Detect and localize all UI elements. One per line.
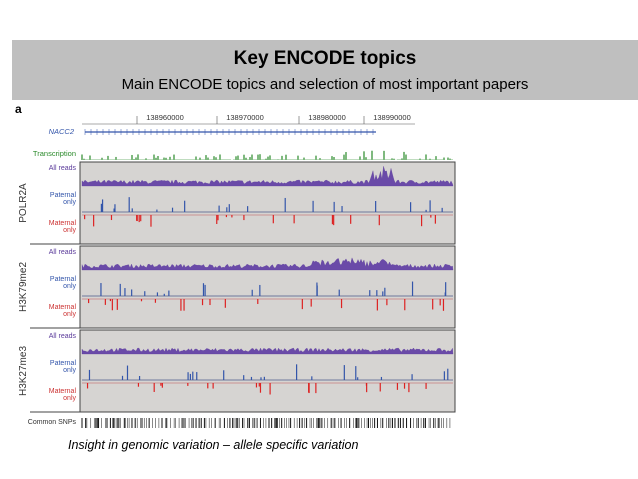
track-panel — [79, 329, 456, 413]
coordinate-label: 138980000 — [308, 113, 346, 122]
reads-wiggle — [81, 347, 454, 355]
gene-label: NACC2 — [48, 127, 74, 136]
snp-label: Common SNPs — [27, 419, 76, 426]
reads-wiggle — [81, 257, 454, 271]
subtitle: Main ENCODE topics and selection of most… — [121, 76, 529, 93]
row-label: All reads — [48, 249, 76, 256]
coordinate-label: 138960000 — [146, 113, 184, 122]
row-label: All reads — [48, 333, 76, 340]
reads-wiggle — [81, 166, 454, 187]
track-name: POLR2A — [18, 183, 29, 223]
coordinate-label: 138970000 — [226, 113, 264, 122]
track-panel — [79, 245, 456, 329]
track-panel — [79, 161, 456, 245]
row-label: Paternal only — [49, 192, 76, 206]
row-label: Paternal only — [49, 360, 76, 374]
track-name: H3K79me2 — [18, 262, 29, 312]
transcription-label: Transcription — [32, 149, 76, 158]
row-label: All reads — [48, 165, 76, 172]
coordinate-label: 138990000 — [373, 113, 411, 122]
row-label: Maternal only — [48, 388, 76, 402]
title: Key ENCODE topics — [233, 48, 417, 69]
row-label: Maternal only — [48, 304, 76, 318]
track-name: H3K27me3 — [18, 346, 29, 396]
header-bar: Key ENCODE topics Main ENCODE topics and… — [12, 40, 638, 100]
row-label: Maternal only — [48, 220, 76, 234]
panel-label: a — [15, 102, 22, 116]
caption: Insight in genomic variation – allele sp… — [68, 438, 359, 452]
row-label: Paternal only — [49, 276, 76, 290]
